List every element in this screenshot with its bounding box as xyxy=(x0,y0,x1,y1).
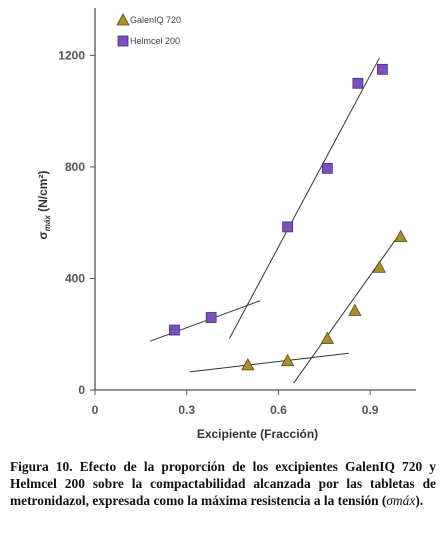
chart: 0 0.3 0.6 0.9 0 400 800 1200 Excipiente (Fracció… xyxy=(36,8,416,441)
figure-caption: Figura 10. Efecto de la proporción de lo… xyxy=(10,458,436,509)
legend-marker xyxy=(117,35,129,47)
galeniq-point xyxy=(320,331,335,344)
helmcel-point xyxy=(282,221,294,233)
y-axis-title: σmáx (N/cm²) xyxy=(36,171,52,240)
y-tick-label: 0 xyxy=(78,383,85,397)
fit-line xyxy=(149,300,261,342)
caption-text: Figura 10. Efecto de la proporción de lo… xyxy=(10,459,436,508)
galeniq-point xyxy=(372,260,386,273)
fit-line xyxy=(189,352,349,373)
y-tick-label: 400 xyxy=(65,271,85,285)
galeniq-point xyxy=(394,229,408,243)
helmcel-point xyxy=(376,63,388,75)
helmcel-point xyxy=(169,324,180,336)
legend-label: GalenIQ 720 xyxy=(130,15,181,25)
helmcel-point xyxy=(205,312,217,323)
x-tick-label: 0 xyxy=(92,403,99,417)
fit-line xyxy=(293,232,402,384)
y-tick-label: 1200 xyxy=(58,48,85,62)
caption-tail: ). xyxy=(415,493,424,508)
chart-svg: 0 0.3 0.6 0.9 0 400 800 1200 Excipiente (Fracció… xyxy=(36,8,416,441)
galeniq-point xyxy=(348,303,362,316)
galeniq-point xyxy=(241,358,255,371)
caption-symbol: σmáx xyxy=(386,493,416,508)
x-axis-title: Excipiente (Fracción) xyxy=(197,427,318,441)
legend-label: Helmcel 200 xyxy=(130,36,180,46)
helmcel-point xyxy=(352,77,364,89)
x-tick-label: 0.6 xyxy=(270,403,287,417)
y-tick-label: 800 xyxy=(65,160,85,174)
x-tick-label: 0.9 xyxy=(362,403,379,417)
galeniq-point xyxy=(280,353,295,367)
fit-line xyxy=(229,57,380,339)
x-tick-label: 0.3 xyxy=(178,403,195,417)
helmcel-point xyxy=(321,162,333,174)
legend-marker xyxy=(116,13,130,26)
